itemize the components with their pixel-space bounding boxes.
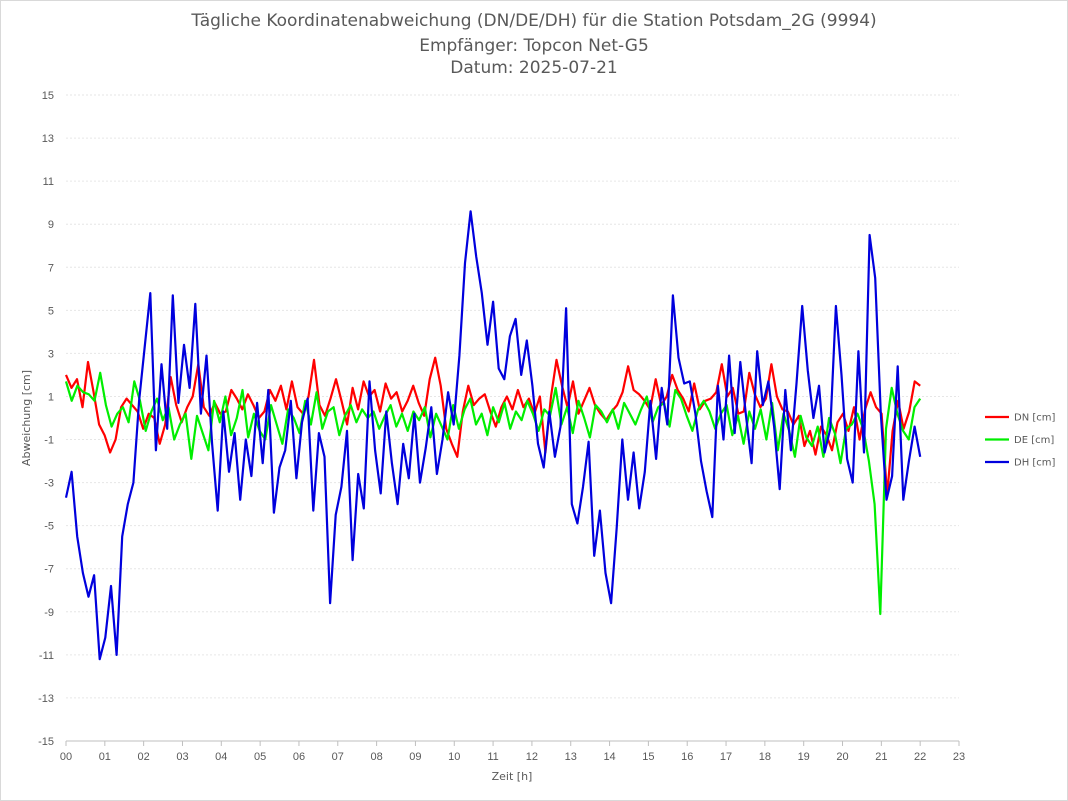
series-line-de: [64, 371, 922, 616]
y-axis-ticks: 15 13 11 9 7 5 3 1 -1 -3 -5 -7 -9 -11 -13 -15: [38, 90, 54, 748]
y-tick-label: 11: [43, 176, 54, 188]
x-tick-label: 01: [99, 751, 111, 763]
gridlines: [66, 94, 959, 742]
x-tick-label: 10: [448, 751, 460, 763]
y-tick-label: -1: [44, 435, 54, 447]
x-tick-label: 21: [875, 751, 887, 763]
x-axis-ticks: 00 01 02 03 04 05 06 07 08 09 10 11 12 13 14 15 16 17 18 19…: [60, 740, 965, 763]
y-tick-label: -5: [44, 521, 54, 533]
y-tick-label: 9: [48, 219, 54, 231]
x-tick-label: 23: [953, 751, 965, 763]
y-tick-label: 13: [42, 133, 54, 145]
legend-label: DH [cm]: [1014, 458, 1056, 469]
y-tick-label: -11: [39, 650, 54, 662]
x-tick-label: 07: [332, 751, 344, 763]
chart-title: Tägliche Koordinatenabweichung (DN/DE/DH…: [191, 11, 877, 31]
x-tick-label: 11: [487, 751, 498, 763]
x-tick-label: 05: [254, 751, 266, 763]
x-tick-label: 17: [720, 751, 732, 763]
chart-subtitle-receiver: Empfänger: Topcon Net-G5: [419, 36, 649, 56]
x-tick-label: 22: [914, 751, 926, 763]
series-lines: [64, 210, 922, 661]
y-tick-label: -7: [44, 564, 54, 576]
x-tick-label: 08: [370, 751, 382, 763]
x-tick-label: 06: [293, 751, 305, 763]
legend: DN [cm] DE [cm] DH [cm]: [985, 413, 1056, 469]
x-tick-label: 09: [409, 751, 421, 763]
y-tick-label: 7: [48, 262, 54, 274]
x-tick-label: 15: [642, 751, 654, 763]
x-tick-label: 02: [138, 751, 150, 763]
chart-subtitle-date: Datum: 2025-07-21: [450, 58, 618, 78]
x-tick-label: 03: [176, 751, 188, 763]
series-line-dn: [64, 356, 921, 497]
x-tick-label: 20: [836, 751, 848, 763]
legend-label: DN [cm]: [1014, 413, 1056, 424]
series-line-dh: [64, 210, 922, 661]
x-tick-label: 19: [798, 751, 810, 763]
x-tick-label: 12: [526, 751, 538, 763]
y-tick-label: 15: [42, 90, 54, 102]
x-tick-label: 00: [60, 751, 72, 763]
y-tick-label: -13: [38, 693, 54, 705]
y-tick-label: -15: [38, 736, 54, 748]
x-tick-label: 04: [215, 751, 227, 763]
y-axis-label: Abweichung [cm]: [20, 370, 33, 466]
y-tick-label: 3: [48, 348, 54, 360]
y-tick-label: -9: [44, 607, 54, 619]
x-tick-label: 16: [681, 751, 693, 763]
y-tick-label: -3: [44, 478, 54, 490]
x-tick-label: 13: [565, 751, 577, 763]
x-axis-label: Zeit [h]: [492, 770, 533, 783]
x-tick-label: 18: [759, 751, 771, 763]
y-tick-label: 5: [48, 305, 54, 317]
x-tick-label: 14: [603, 751, 615, 763]
y-tick-label: 1: [48, 391, 54, 403]
legend-label: DE [cm]: [1014, 435, 1054, 446]
